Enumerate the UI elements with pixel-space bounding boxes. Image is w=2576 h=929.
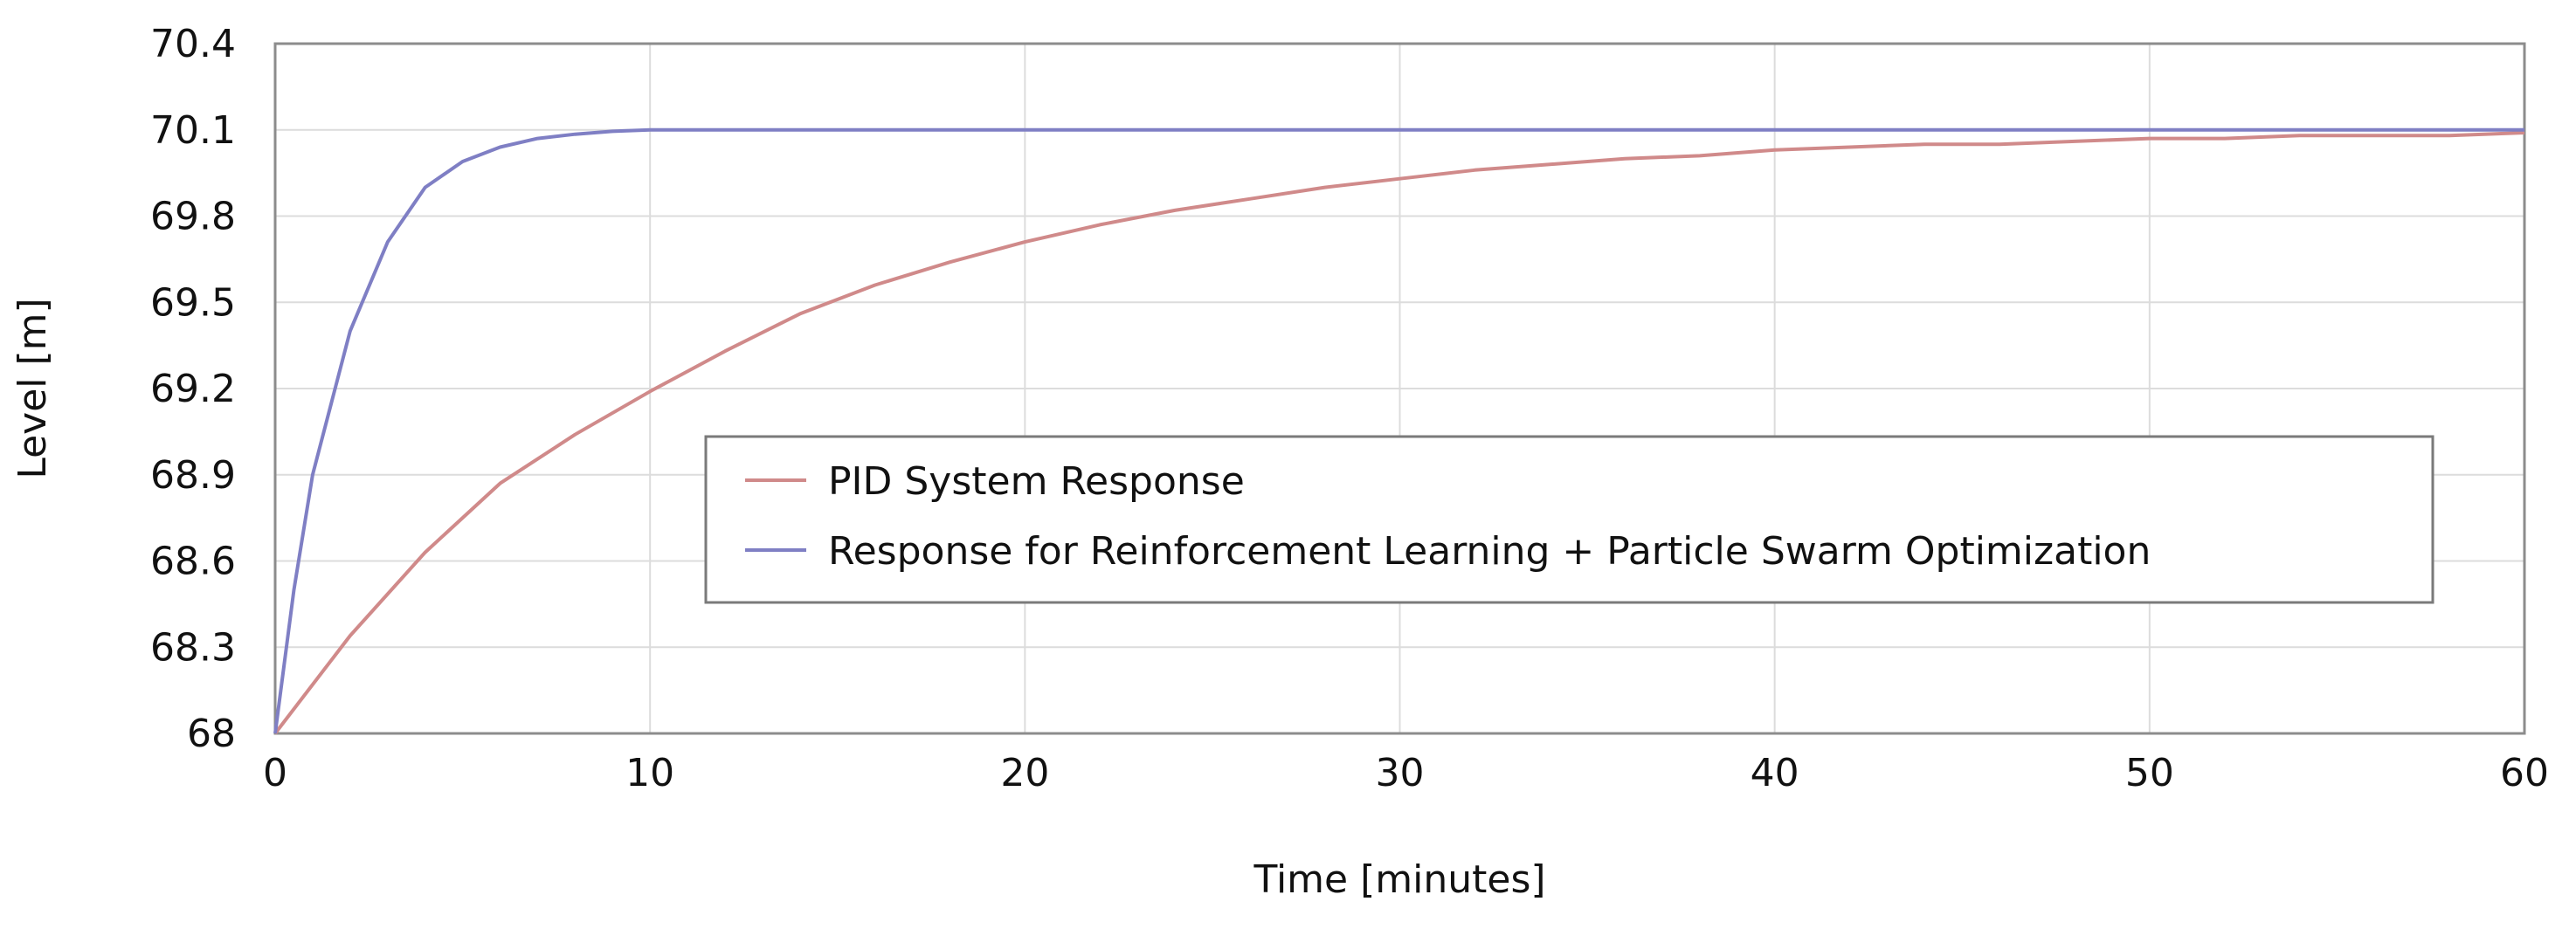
legend-label-rl-pso: Response for Reinforcement Learning + Pa… [828,529,2151,574]
x-tick-label: 50 [2125,751,2174,795]
y-tick-label: 68.6 [150,540,236,584]
x-tick-label: 20 [1000,751,1049,795]
legend-label-pid: PID System Response [828,459,1245,504]
series-line-pid [273,131,2525,735]
x-tick-label: 30 [1376,751,1425,795]
y-axis-title: Level [m] [10,298,55,478]
legend: PID System Response Response for Reinfor… [704,435,2434,604]
y-axis-ticks: 68 68.3 68.6 68.9 69.2 69.5 69.8 70.1 70.4 [150,22,236,756]
x-axis-ticks: 0 10 20 30 40 50 60 [263,751,2549,795]
grid [274,43,2525,734]
legend-box [704,435,2434,604]
y-tick-label: 69.8 [150,195,236,239]
y-tick-label: 69.2 [150,367,236,411]
x-tick-label: 40 [1751,751,1799,795]
plot-frame [273,42,2526,735]
x-tick-label: 0 [263,751,287,795]
y-tick-label: 70.4 [150,22,236,66]
series-layer [273,127,2525,735]
series-line-rl-pso [273,127,2524,734]
x-axis-title: Time [minutes] [1253,857,1545,902]
y-tick-label: 69.5 [150,280,236,325]
x-tick-label: 60 [2500,751,2549,795]
y-tick-label: 68.9 [150,453,236,498]
x-tick-label: 10 [625,751,674,795]
y-tick-label: 68 [187,712,236,756]
y-tick-label: 68.3 [150,625,236,670]
y-tick-label: 70.1 [150,108,236,153]
